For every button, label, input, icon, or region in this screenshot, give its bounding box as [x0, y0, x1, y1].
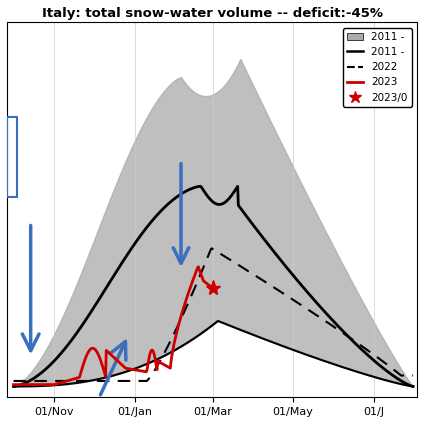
- Title: Italy: total snow-water volume -- deficit:-45%: Italy: total snow-water volume -- defici…: [42, 7, 382, 20]
- Bar: [7, 117, 17, 197]
- Legend: 2011 - , 2011 - , 2022, 2023, 2023/0: 2011 - , 2011 - , 2022, 2023, 2023/0: [343, 28, 412, 107]
